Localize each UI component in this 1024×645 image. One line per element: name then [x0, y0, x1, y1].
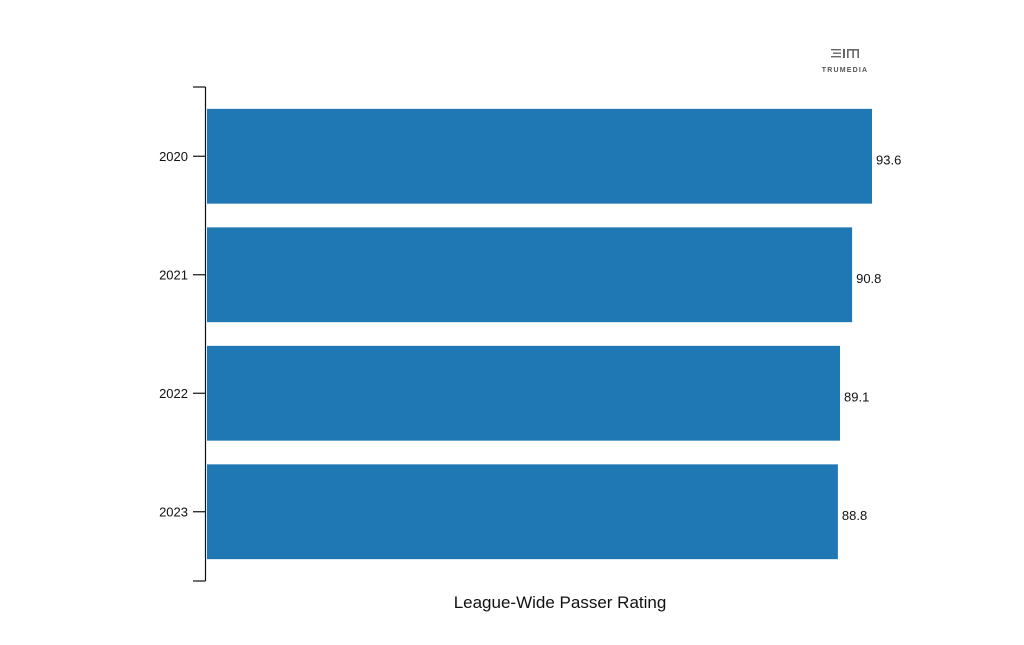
bar-2022: [207, 345, 841, 441]
data-label-2023: 88.8: [842, 508, 867, 523]
brand-logo-text: TRUMEDIA: [822, 67, 869, 74]
data-label-2022: 89.1: [844, 389, 869, 404]
bar-2020: [207, 108, 872, 204]
trumedia-logo: TRUMEDIA: [822, 49, 869, 74]
y-tick-label-2020: 2020: [159, 149, 188, 164]
data-labels-layer: 93.6 90.8 89.1 88.8: [842, 152, 901, 523]
y-tick-label-2022: 2022: [159, 386, 188, 401]
bars-layer: [207, 108, 872, 560]
y-tick-label-2021: 2021: [159, 267, 188, 282]
y-tick-label-2023: 2023: [159, 504, 188, 519]
y-ticks-layer: 2020 2021 2022 2023: [159, 149, 206, 519]
bar-2023: [207, 464, 838, 560]
x-axis-title: League-Wide Passer Rating: [454, 593, 667, 612]
y-axis: [193, 86, 207, 582]
data-label-2020: 93.6: [876, 152, 901, 167]
trumedia-logo-icon: [831, 49, 859, 58]
data-label-2021: 90.8: [856, 271, 881, 286]
bar-2021: [207, 227, 853, 323]
